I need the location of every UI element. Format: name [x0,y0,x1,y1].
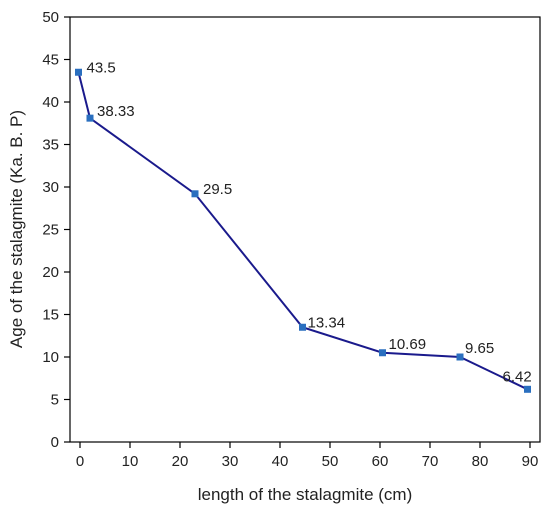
plot-border [69,16,541,443]
x-tick-label: 50 [322,453,339,470]
y-axis-title: Age of the stalagmite (Ka. B. P) [7,110,26,348]
x-tick-label: 0 [76,453,84,470]
y-tick-label: 5 [51,392,59,409]
data-point [379,349,386,357]
y-tick-label: 0 [51,434,59,451]
x-tick-label: 70 [422,453,439,470]
data-point [299,323,306,331]
x-tick-label: 30 [222,453,239,470]
series-line [77,72,528,391]
data-label: 6.42 [503,368,532,385]
x-tick-label: 10 [122,453,139,470]
y-tick-label: 45 [42,52,59,69]
y-tick-label: 50 [42,9,59,26]
x-tick-label: 80 [472,453,489,470]
x-axis-title: length of the stalagmite (cm) [198,485,412,504]
data-point [86,114,94,122]
data-point [75,68,82,76]
data-labels: 43.5 38.33 29.5 13.34 10.69 9.65 6.42 [87,59,532,385]
x-tick-label: 60 [372,453,389,470]
x-tick-label: 90 [522,453,539,470]
data-label: 29.5 [203,181,232,198]
plot-frame [69,16,541,443]
data-label: 13.34 [308,314,346,331]
y-tick-label: 35 [42,137,59,154]
y-tick-label: 15 [42,307,59,324]
data-points [75,68,531,393]
x-tick-label: 40 [272,453,289,470]
y-tick-label: 40 [42,94,59,111]
data-point [191,190,199,198]
data-label: 10.69 [389,336,427,353]
y-tick-label: 20 [42,264,59,281]
data-point [524,385,531,393]
series-line-group [77,72,528,391]
x-tick-label: 20 [172,453,189,470]
y-tick-label: 25 [42,222,59,239]
y-axis-ticks: 0 5 10 15 20 25 30 35 40 45 50 [42,9,70,451]
data-point [456,353,464,361]
y-tick-label: 10 [42,349,59,366]
data-label: 38.33 [97,103,135,120]
y-tick-label: 30 [42,179,59,196]
data-label: 9.65 [465,340,494,357]
data-label: 43.5 [87,59,116,76]
x-axis-ticks: 0 10 20 30 40 50 60 70 80 90 [76,442,539,470]
